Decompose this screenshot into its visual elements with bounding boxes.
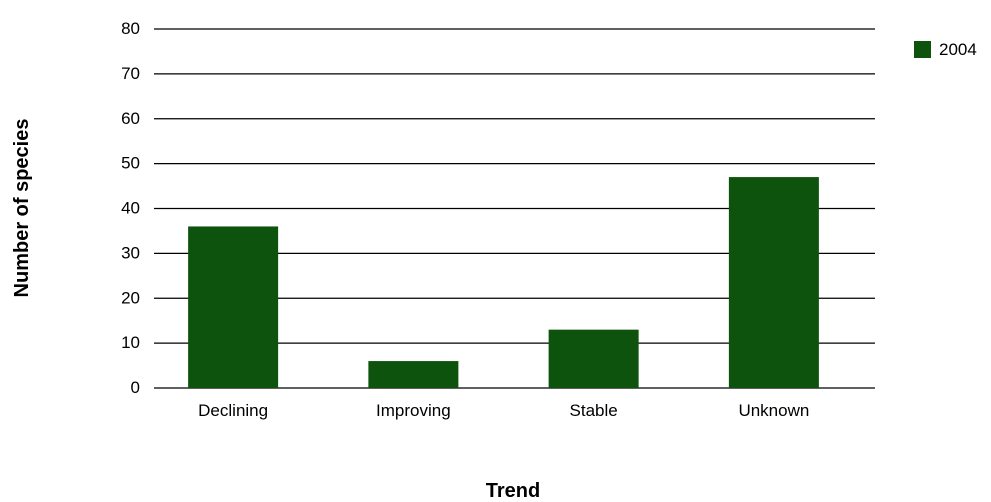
y-axis-ticks: 0 10 20 30 40 50 60 70 80 [121,19,140,397]
y-tick-label: 10 [121,333,140,352]
y-tick-label: 30 [121,243,140,262]
bar-improving [368,361,459,388]
x-tick-label-unknown: Unknown [738,401,809,420]
x-axis-ticks: Declining Improving Stable Unknown [198,401,809,420]
y-tick-label: 50 [121,154,140,173]
bar-stable [548,329,639,388]
y-axis-title: Number of species [11,119,33,298]
y-tick-label: 0 [131,378,140,397]
y-tick-label: 70 [121,64,140,83]
legend-swatch-2004 [914,41,931,58]
bar-declining [188,226,279,388]
x-tick-label-improving: Improving [376,401,451,420]
x-tick-label-declining: Declining [198,401,268,420]
y-tick-label: 20 [121,288,140,307]
y-tick-label: 40 [121,199,140,218]
bars [188,177,819,388]
legend-label-2004: 2004 [939,40,977,59]
y-tick-label: 80 [121,19,140,38]
y-tick-label: 60 [121,109,140,128]
x-axis-title: Trend [486,480,540,502]
x-tick-label-stable: Stable [570,401,618,420]
bar-unknown [728,177,819,388]
legend: 2004 [914,40,977,59]
